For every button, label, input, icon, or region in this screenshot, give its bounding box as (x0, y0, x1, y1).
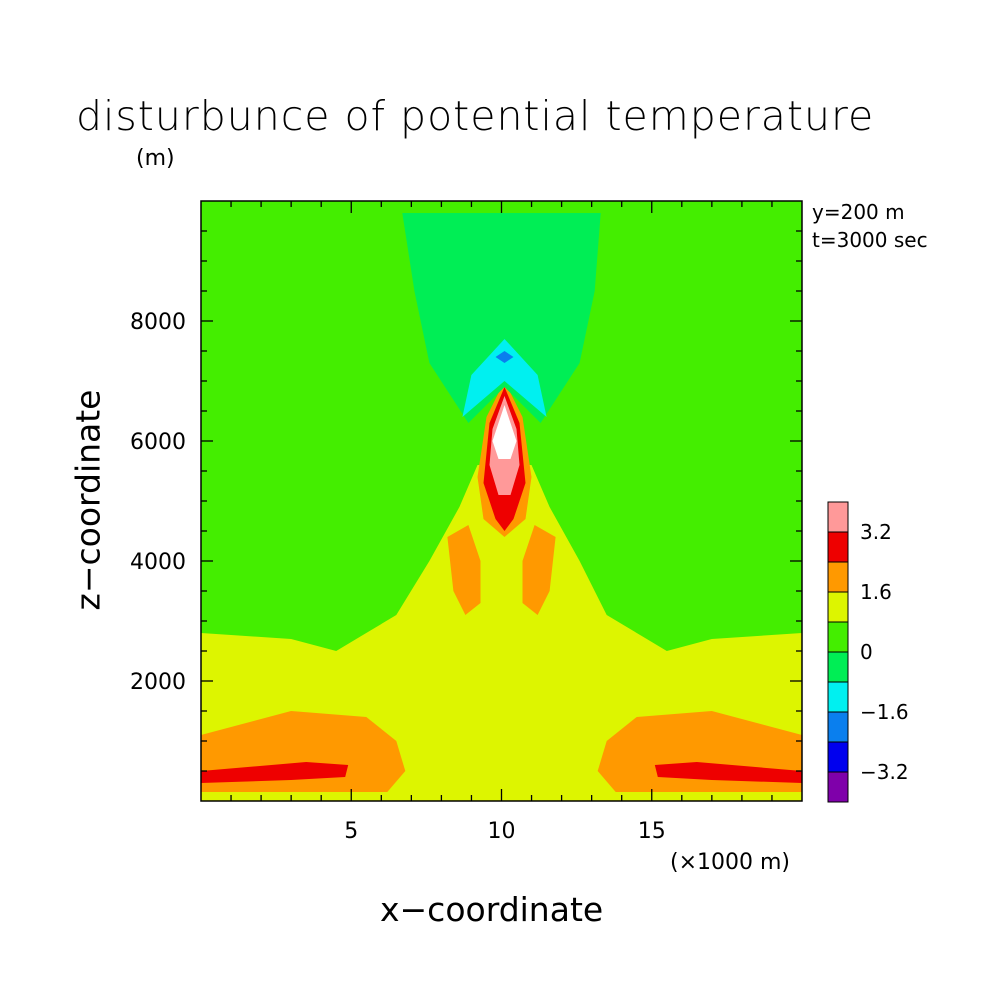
y-tick-label: 6000 (130, 430, 186, 455)
contour-region-11 (402, 213, 601, 423)
colorbar-swatch-9 (827, 501, 849, 533)
y-tick-label: 2000 (130, 670, 186, 695)
annotation-y: y=200 m (812, 200, 905, 224)
colorbar-label: −3.2 (860, 760, 909, 784)
colorbar-swatch-6 (827, 591, 849, 623)
y-tick-label: 4000 (130, 550, 186, 575)
axis-ticks: 5 10 15 2000 4000 6000 8000 (130, 201, 802, 844)
colorbar-swatch-8 (827, 531, 849, 563)
colorbar-label: 0 (860, 640, 873, 664)
x-axis-label: x−coordinate (380, 890, 604, 929)
chart-title: disturbunce of potential temperature (76, 92, 875, 140)
colorbar-swatch-7 (827, 561, 849, 593)
colorbar-swatch-1 (827, 741, 849, 773)
colorbar-label: 1.6 (860, 580, 892, 604)
x-tick-label: 5 (344, 819, 358, 844)
colorbar-label: 3.2 (860, 520, 892, 544)
colorbar-swatch-4 (827, 651, 849, 683)
x-tick-label: 10 (488, 819, 516, 844)
colorbar-swatch-5 (827, 621, 849, 653)
contour-regions (201, 201, 802, 801)
contour-region-5 (447, 525, 481, 615)
contour-region-13 (495, 351, 514, 363)
contour-region-4 (654, 762, 802, 783)
colorbar-swatch-3 (827, 681, 849, 713)
x-tick-label: 15 (638, 819, 666, 844)
annotation-t: t=3000 sec (812, 228, 928, 252)
contour-region-10 (492, 405, 517, 459)
contour-region-12 (462, 339, 547, 417)
y-tick-label: 8000 (130, 310, 186, 335)
contour-region-3 (201, 762, 349, 783)
colorbar-swatch-0 (827, 771, 849, 803)
x-axis-unit: (×1000 m) (670, 850, 791, 875)
colorbar-swatch-2 (827, 711, 849, 743)
colorbar-label: −1.6 (860, 700, 909, 724)
colorbar: 3.2 1.6 0 −1.6 −3.2 (827, 501, 909, 803)
contour-region-6 (522, 525, 556, 615)
y-axis-unit: (m) (136, 146, 175, 171)
